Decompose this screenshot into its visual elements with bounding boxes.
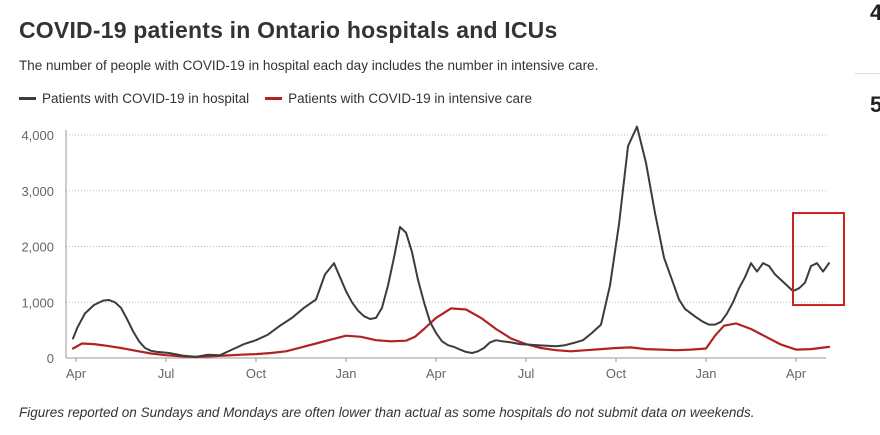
x-tick-label: Jan	[336, 366, 357, 381]
line-chart: 0 1,000 2,000 3,000 4,000 Apr Jul Oct Jan Apr Jul…	[21, 125, 845, 381]
x-tick-label: Apr	[66, 366, 87, 381]
chart-footnote: Figures reported on Sundays and Mondays …	[19, 405, 755, 420]
side-fragment-1: 4	[870, 0, 880, 25]
side-divider	[855, 73, 880, 74]
chart-legend: Patients with COVID-19 in hospital Patie…	[19, 91, 548, 106]
chart-gridlines	[66, 134, 826, 303]
legend-label-icu: Patients with COVID-19 in intensive care	[288, 91, 532, 106]
y-axis-ticks: 0 1,000 2,000 3,000 4,000	[21, 128, 54, 366]
legend-item-icu: Patients with COVID-19 in intensive care	[265, 91, 532, 106]
legend-item-hospital: Patients with COVID-19 in hospital	[19, 91, 249, 106]
side-fragment-2: 5	[870, 92, 880, 117]
y-tick-label: 0	[47, 351, 54, 366]
x-tick-label: Oct	[606, 366, 627, 381]
highlight-box	[792, 212, 845, 307]
x-tick-label: Oct	[246, 366, 267, 381]
series-line-icu	[71, 307, 831, 358]
x-axis-ticks: Apr Jul Oct Jan Apr Jul Oct Jan Apr	[66, 358, 807, 381]
legend-swatch-icu	[265, 97, 283, 100]
page-title: COVID-19 patients in Ontario hospitals a…	[19, 17, 558, 43]
y-tick-label: 1,000	[21, 295, 54, 310]
chart-axes	[65, 130, 826, 359]
chart-series	[71, 125, 831, 358]
series-line-hospital	[72, 125, 830, 358]
y-tick-label: 2,000	[21, 240, 54, 255]
x-tick-label: Jul	[158, 366, 175, 381]
legend-swatch-hospital	[19, 97, 36, 100]
chart-subtitle: The number of people with COVID-19 in ho…	[19, 58, 599, 73]
highlight-annotation	[792, 212, 845, 307]
x-tick-label: Apr	[426, 366, 447, 381]
y-tick-label: 3,000	[21, 184, 54, 199]
x-tick-label: Apr	[786, 366, 807, 381]
legend-label-hospital: Patients with COVID-19 in hospital	[42, 91, 250, 106]
y-tick-label: 4,000	[21, 128, 54, 143]
x-tick-label: Jan	[696, 366, 717, 381]
x-tick-label: Jul	[518, 366, 535, 381]
